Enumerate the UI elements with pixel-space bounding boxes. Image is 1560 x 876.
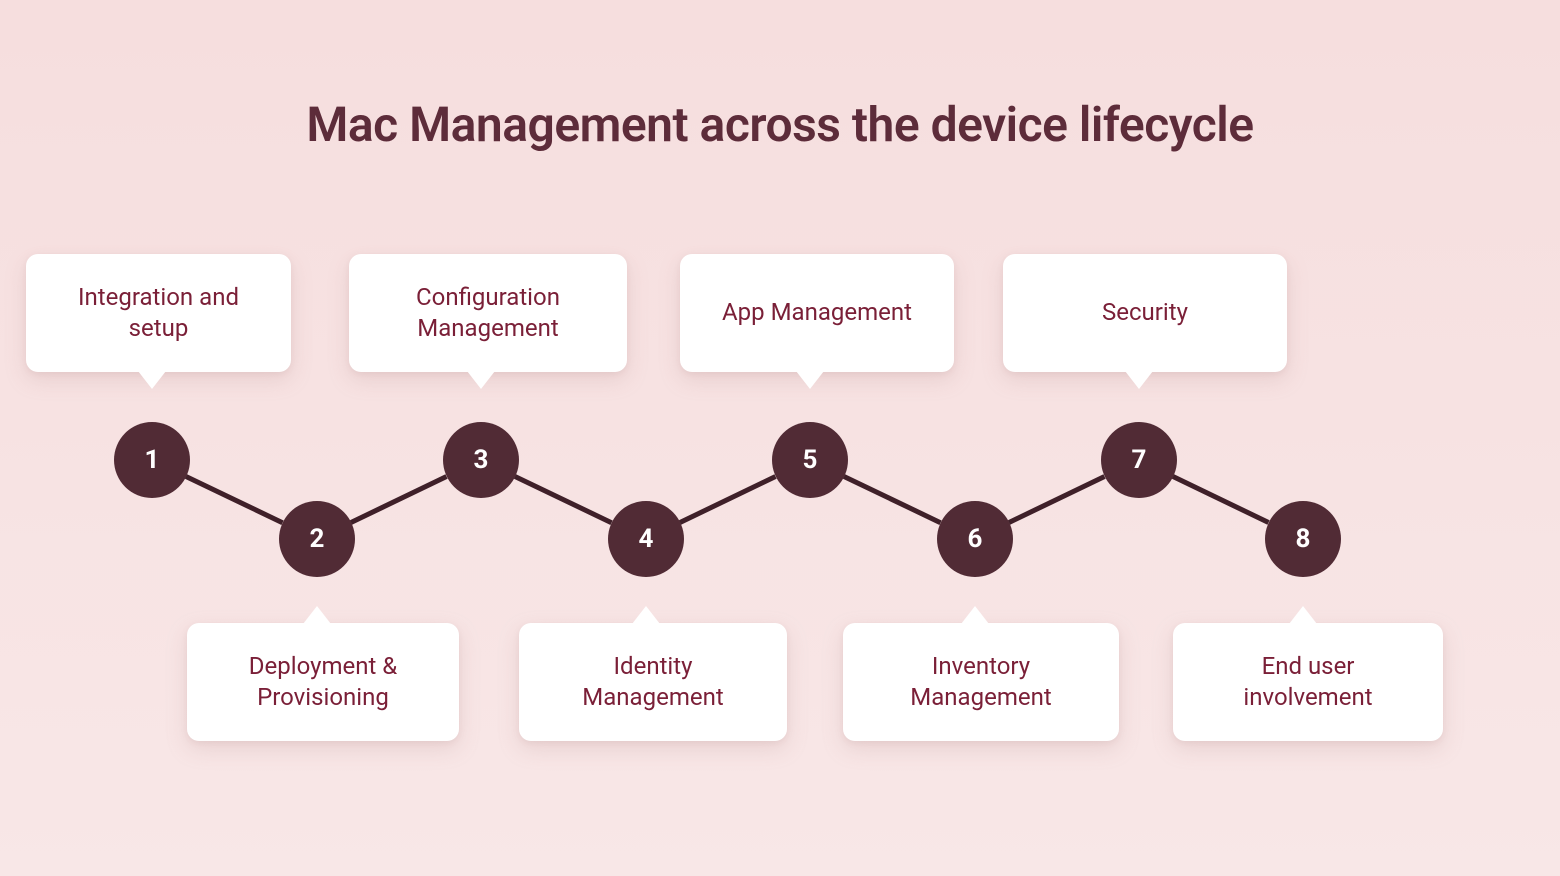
step-card-4: Identity Management: [519, 623, 787, 741]
step-card-label: Security: [1102, 297, 1188, 328]
step-card-label: Inventory Management: [867, 651, 1095, 713]
step-node-label: 5: [803, 445, 818, 475]
step-card-7: Security: [1003, 254, 1287, 372]
edge-3-4: [514, 474, 613, 525]
step-card-label: Identity Management: [543, 651, 763, 713]
step-node-8: 8: [1265, 501, 1341, 577]
step-node-label: 2: [310, 524, 325, 554]
step-node-label: 3: [474, 445, 489, 475]
card-pointer-4: [632, 606, 660, 624]
step-node-4: 4: [608, 501, 684, 577]
step-node-label: 1: [145, 445, 160, 475]
edge-2-3: [350, 474, 448, 525]
step-card-label: App Management: [722, 297, 912, 328]
edge-1-2: [185, 474, 284, 525]
diagram-canvas: Mac Management across the device lifecyc…: [0, 0, 1560, 876]
step-card-2: Deployment & Provisioning: [187, 623, 459, 741]
edge-7-8: [1172, 474, 1270, 525]
step-card-label: Deployment & Provisioning: [211, 651, 435, 713]
card-pointer-5: [796, 371, 824, 389]
card-pointer-6: [961, 606, 989, 624]
step-node-1: 1: [114, 422, 190, 498]
card-pointer-2: [303, 606, 331, 624]
step-card-3: Configuration Management: [349, 254, 627, 372]
step-card-1: Integration and setup: [26, 254, 291, 372]
step-node-label: 8: [1296, 524, 1311, 554]
card-pointer-8: [1289, 606, 1317, 624]
step-card-label: Integration and setup: [50, 282, 267, 344]
edge-6-7: [1008, 474, 1106, 525]
step-node-label: 7: [1132, 445, 1147, 475]
step-node-label: 6: [968, 524, 983, 554]
step-node-6: 6: [937, 501, 1013, 577]
step-node-7: 7: [1101, 422, 1177, 498]
edge-5-6: [843, 474, 942, 525]
step-card-8: End user involvement: [1173, 623, 1443, 741]
step-node-2: 2: [279, 501, 355, 577]
edge-4-5: [679, 474, 777, 525]
step-node-3: 3: [443, 422, 519, 498]
step-card-label: End user involvement: [1197, 651, 1419, 713]
step-card-6: Inventory Management: [843, 623, 1119, 741]
step-card-label: Configuration Management: [373, 282, 603, 344]
card-pointer-7: [1125, 371, 1153, 389]
diagram-title: Mac Management across the device lifecyc…: [0, 96, 1560, 153]
step-node-label: 4: [639, 524, 654, 554]
card-pointer-1: [138, 371, 166, 389]
step-node-5: 5: [772, 422, 848, 498]
step-card-5: App Management: [680, 254, 954, 372]
card-pointer-3: [467, 371, 495, 389]
